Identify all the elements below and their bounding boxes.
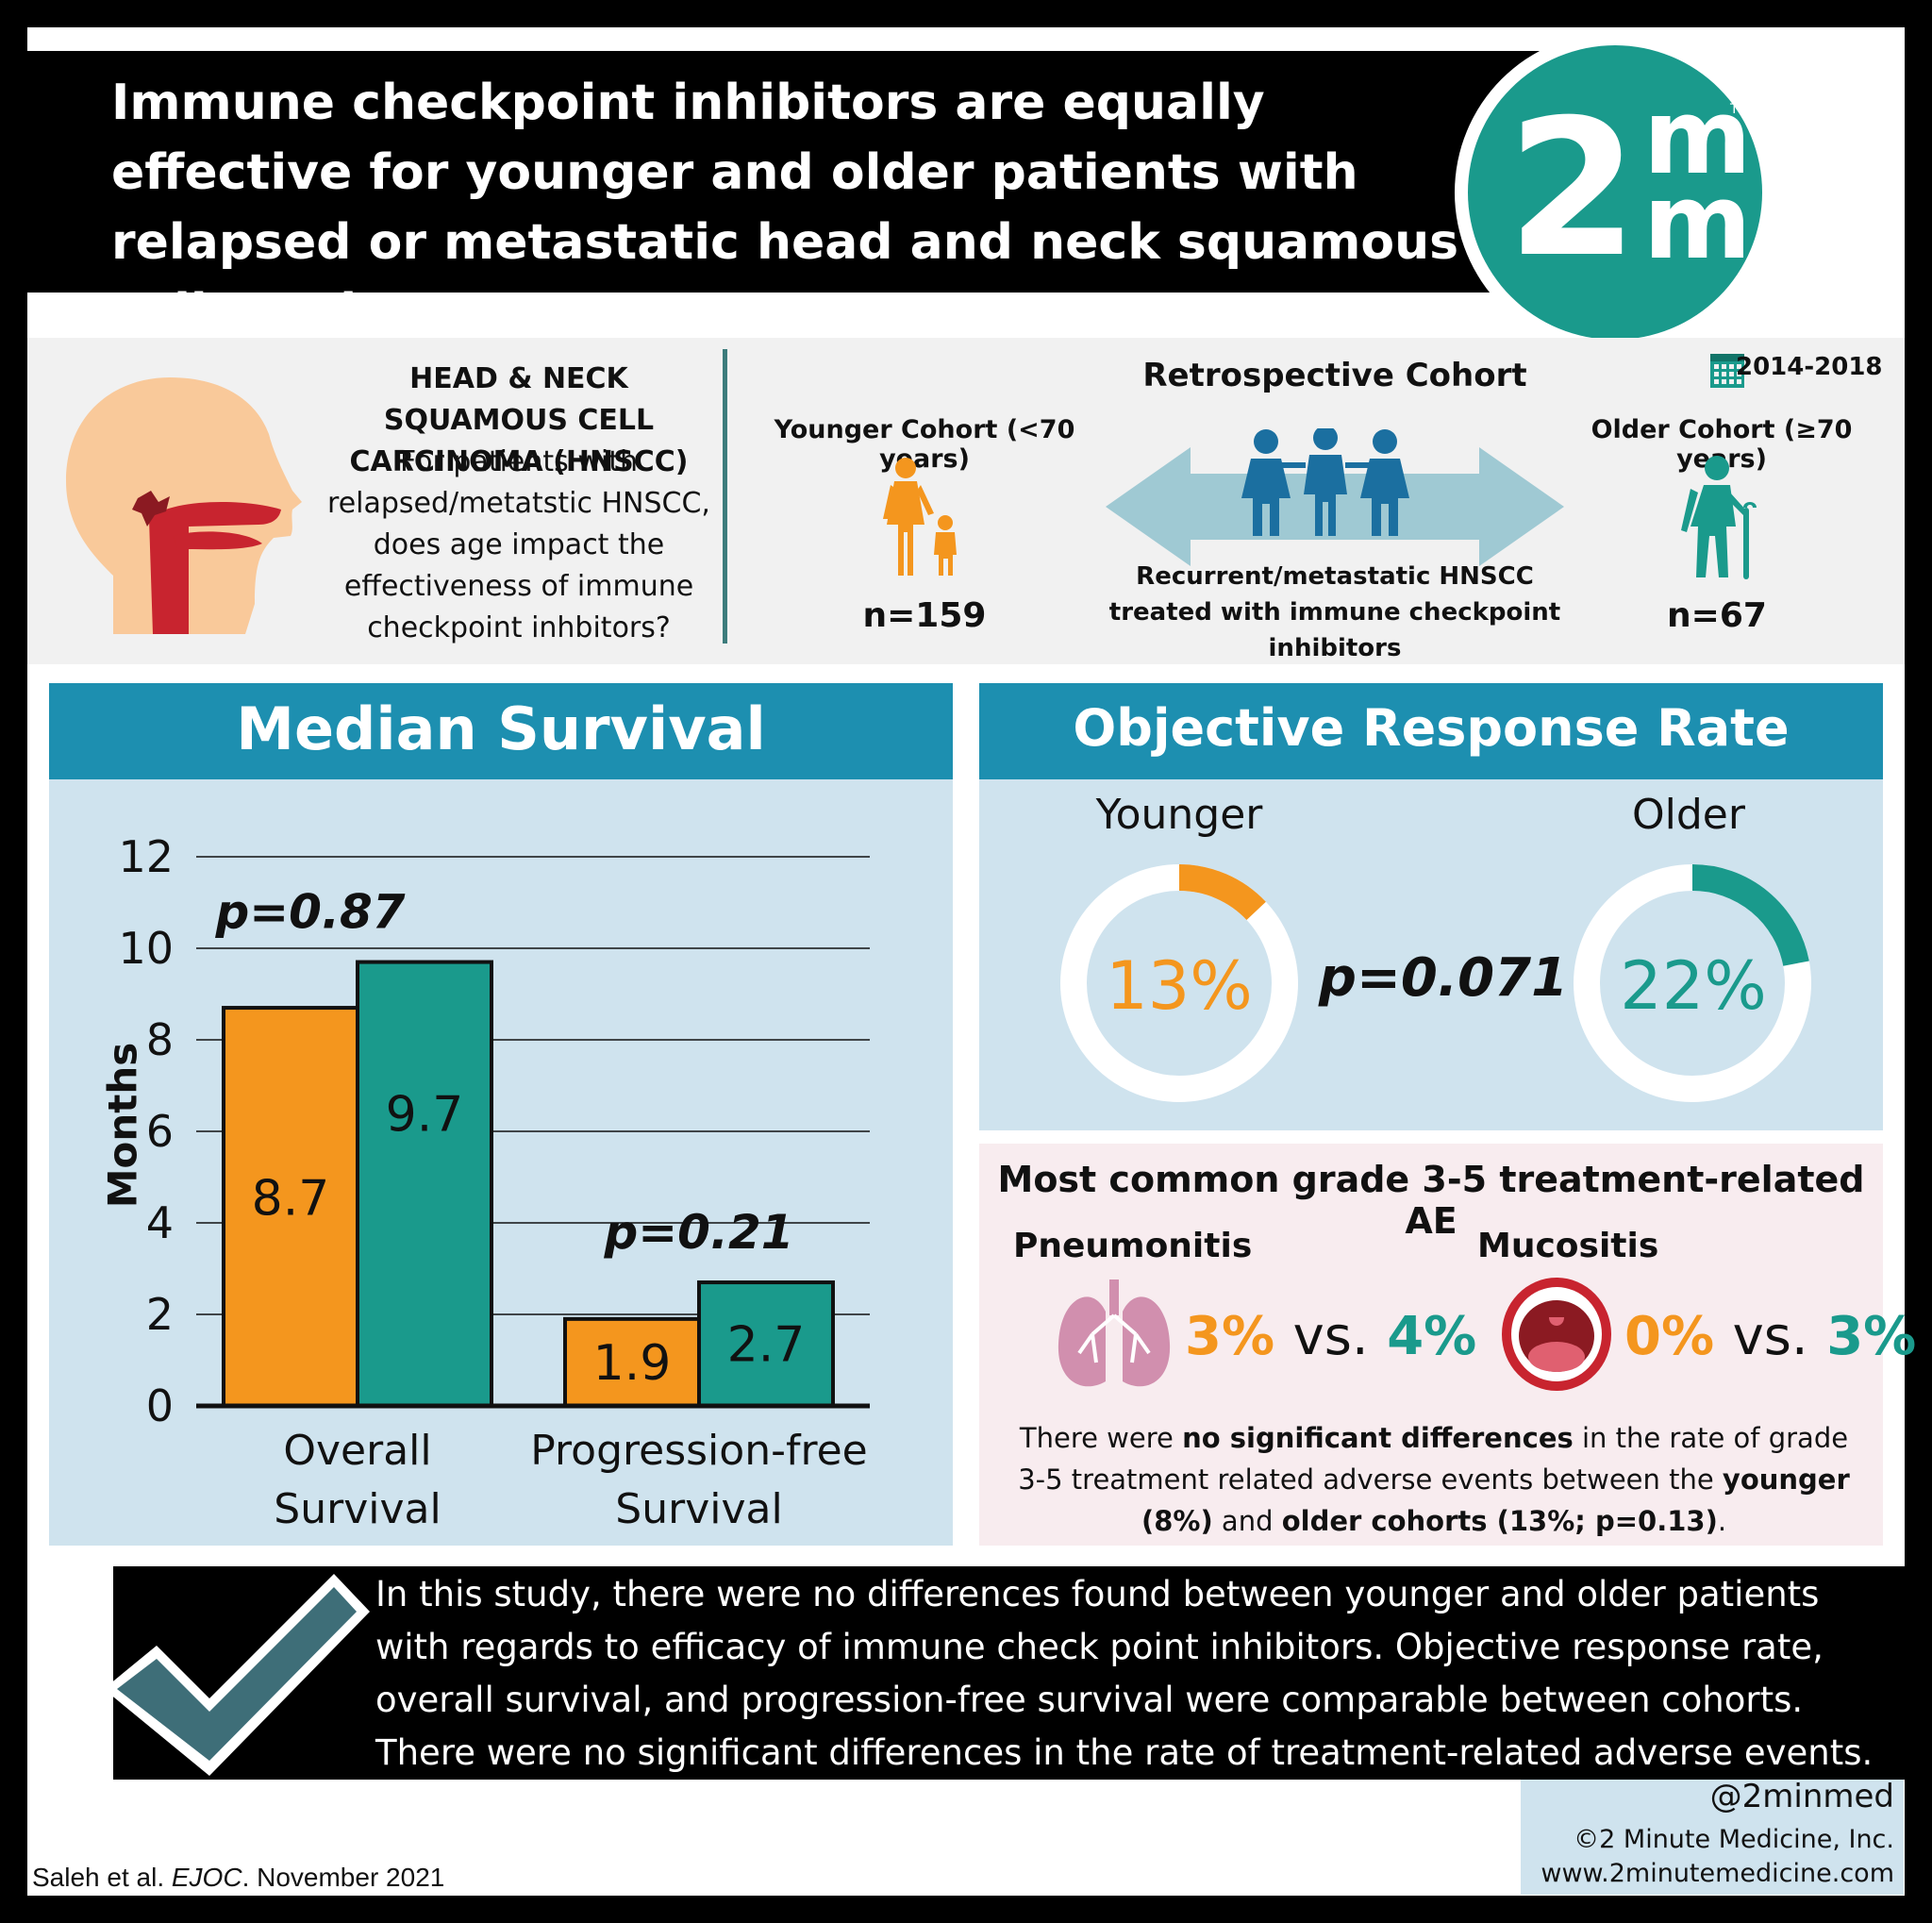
y-tick-label: 2 [146,1289,174,1340]
calendar-icon [1710,354,1744,388]
mucositis-vs: vs. [1732,1306,1808,1367]
bar [563,1316,701,1408]
younger-cohort-n: n=159 [862,596,987,635]
footer-box [1521,1780,1904,1895]
bar-value-label: 1.9 [593,1335,672,1392]
ae-note: There were no significant differences in… [1009,1417,1858,1542]
y-tick-label: 0 [146,1380,174,1431]
logo-digit: 2 [1507,79,1639,299]
adult-child-icon [883,458,957,576]
citation-date: . November 2021 [242,1863,445,1892]
median-survival-header [49,683,953,779]
citation-journal: EJOC [171,1863,242,1892]
conclusion-text: In this study, there were no differences… [375,1574,1874,1773]
pneumonitis-younger: 3% [1185,1306,1275,1367]
bar-value-label: 9.7 [386,1086,464,1143]
study-question: For patients with relapsed/metatstic HNS… [327,445,710,644]
website: www.2minutemedicine.com [1541,1859,1894,1888]
orr-older-label: Older [1632,791,1745,839]
logo-circle [1468,45,1762,340]
x-category-label: Survival [615,1485,782,1533]
x-category-label: Survival [274,1485,441,1533]
lungs-icon [1058,1279,1171,1387]
p-value-label: p=0.21 [603,1205,793,1260]
mucositis-label: Mucositis [1477,1227,1659,1265]
family-group-icon [1241,428,1409,536]
study-design-band [27,338,1905,664]
head-anatomy-icon [66,377,302,634]
ae-note-part: . [1717,1505,1727,1537]
cohort-population: Recurrent/metastatic HNSCC treated with … [1108,562,1561,662]
orr-younger-label: Younger [1095,791,1263,839]
y-tick-label: 6 [146,1106,174,1157]
divider [723,349,727,644]
elderly-person-icon [1681,456,1757,579]
logo-letter-top: m [1643,76,1752,197]
orr-title: Objective Response Rate [1073,698,1790,758]
condition-heading: HEAD & NECK SQUAMOUS CELL CARCINOMA (HNS… [349,362,689,478]
pneumonitis-vs: vs. [1292,1306,1369,1367]
ae-note-part: There were [1019,1422,1183,1454]
ae-note-emphasis: older cohorts (13%; p=0.13) [1281,1505,1718,1537]
bar [697,1280,835,1408]
p-value-label: p=0.87 [214,885,405,940]
pneumonitis-label: Pneumonitis [1013,1227,1253,1265]
ae-note-part: and [1212,1505,1282,1537]
open-mouth-icon [1502,1278,1611,1391]
orr-p-value: p=0.071 [1318,947,1569,1009]
mucositis-rates: 0% vs. 3% [1624,1306,1916,1367]
x-category-label: Overall [283,1427,431,1475]
ae-note-emphasis: younger (8%) [1141,1463,1850,1537]
ae-title: Most common grade 3-5 treatment-related … [997,1159,1865,1242]
median-survival-title: Median Survival [236,694,766,763]
orr-older-value: 22% [1620,947,1767,1025]
logo-letter-bottom: m [1643,161,1752,282]
x-category-label: Progression-free [530,1427,867,1475]
mucositis-younger: 0% [1624,1306,1715,1367]
orr-younger-donut [1060,864,1298,1102]
logo-trademark: TM [1730,102,1750,117]
bar-value-label: 2.7 [727,1317,806,1374]
page-title: Immune checkpoint inhibitors are equally… [111,75,1459,341]
copyright: ©2 Minute Medicine, Inc. [1574,1825,1894,1854]
y-tick-label: 8 [146,1014,174,1065]
orr-header [979,683,1883,779]
citation-authors: Saleh et al. [32,1863,172,1892]
orr-older-donut [1574,864,1811,1102]
ae-note-part: in the rate of grade 3-5 treatment relat… [1018,1422,1849,1496]
pneumonitis-rates: 3% vs. 4% [1185,1306,1476,1367]
orr-younger-value: 13% [1106,947,1253,1025]
orr-younger-arc [1060,864,1298,1102]
bar [356,960,493,1409]
social-handle: @2minmed [1709,1778,1894,1815]
citation: Saleh et al. EJOC. November 2021 [32,1863,444,1893]
y-tick-label: 10 [118,923,174,974]
younger-cohort-label: Younger Cohort (<70 years) [774,415,1075,474]
study-years: 2014-2018 [1736,353,1883,381]
orr-older-arc [1574,864,1811,1102]
conclusion-bar [113,1566,1906,1780]
mucositis-older: 3% [1826,1306,1917,1367]
study-design-label: Retrospective Cohort [1142,357,1527,394]
checkmark-icon [104,1574,370,1776]
bar-value-label: 8.7 [252,1170,330,1227]
older-cohort-n: n=67 [1667,596,1767,635]
ae-note-emphasis: no significant differences [1182,1422,1574,1454]
header-bar [27,51,1631,293]
pneumonitis-older: 4% [1387,1306,1477,1367]
y-tick-label: 4 [146,1197,174,1248]
median-survival-chart: 0 2 4 6 8 10 12 8.7 9.7 p=0.87 Overall Survival 1.9 2… [118,831,870,1533]
y-tick-label: 12 [118,831,174,882]
